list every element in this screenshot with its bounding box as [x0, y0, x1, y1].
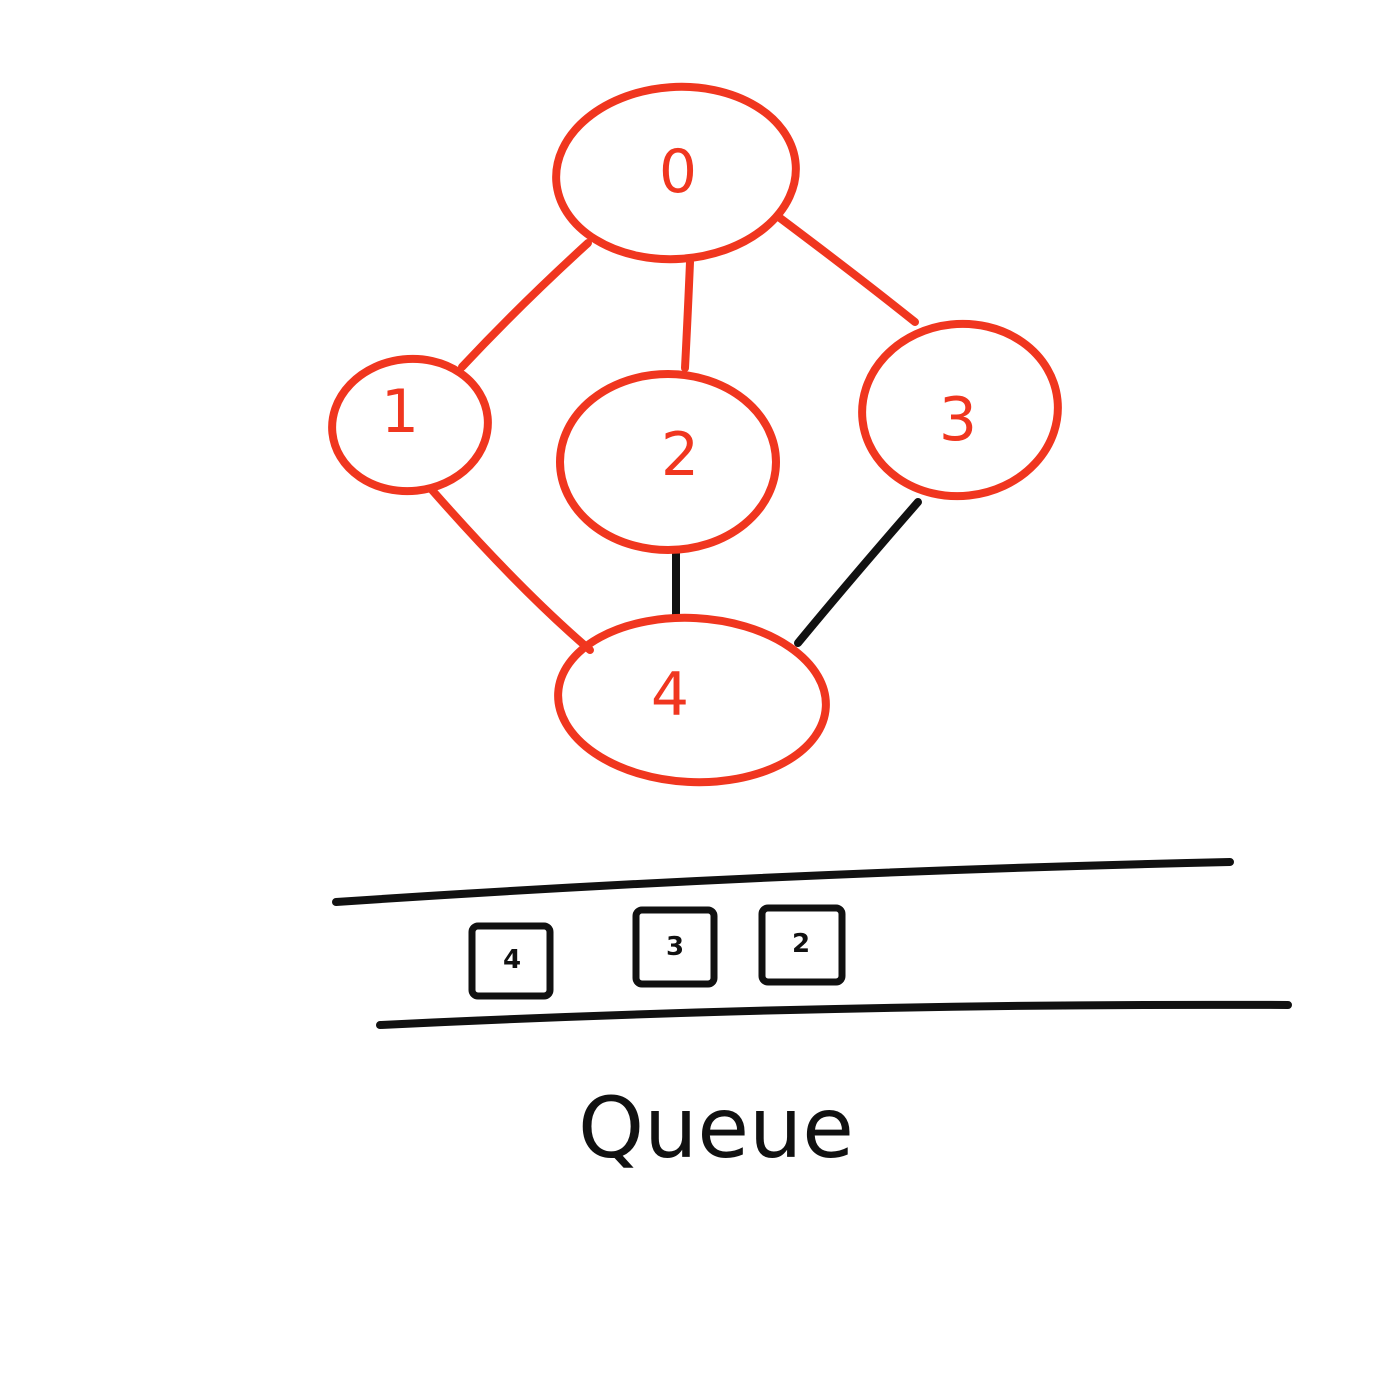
edge-3-4	[794, 498, 922, 647]
node-2: 2	[556, 370, 780, 554]
queue-item-0: 4	[468, 922, 554, 1000]
queue-item-0-label: 4	[503, 945, 521, 975]
node-4: 4	[554, 613, 830, 787]
graph-edges	[428, 214, 922, 654]
node-0-label: 0	[659, 137, 697, 207]
node-3-circle	[858, 319, 1062, 501]
node-1-circle	[328, 354, 492, 496]
queue-top-border	[332, 858, 1234, 906]
queue-item-1-box	[632, 906, 718, 988]
node-4-label: 4	[651, 660, 689, 730]
queue-bottom-border	[376, 1000, 1292, 1029]
queue-caption: Queue	[578, 1079, 854, 1177]
node-0-circle	[552, 82, 800, 264]
queue-item-2: 2	[758, 904, 846, 986]
edge-0-1	[458, 239, 592, 371]
queue-item-1-label: 3	[666, 932, 684, 962]
node-3: 3	[858, 319, 1062, 501]
node-1-label: 1	[381, 377, 419, 447]
edge-0-2	[681, 258, 694, 372]
queue: 4 3 2 Queue	[332, 858, 1292, 1177]
node-2-circle	[556, 370, 780, 554]
node-4-circle	[554, 613, 830, 787]
queue-item-1: 3	[632, 906, 718, 988]
edge-1-4	[428, 486, 594, 654]
queue-item-2-label: 2	[792, 929, 810, 959]
graph-nodes: 0 1 2 3 4	[328, 82, 1062, 787]
node-1: 1	[328, 354, 492, 496]
edge-0-3	[776, 214, 919, 326]
node-3-label: 3	[939, 385, 977, 455]
queue-item-2-box	[758, 904, 846, 986]
queue-item-0-box	[468, 922, 554, 1000]
node-0: 0	[552, 82, 800, 264]
node-2-label: 2	[661, 420, 699, 490]
